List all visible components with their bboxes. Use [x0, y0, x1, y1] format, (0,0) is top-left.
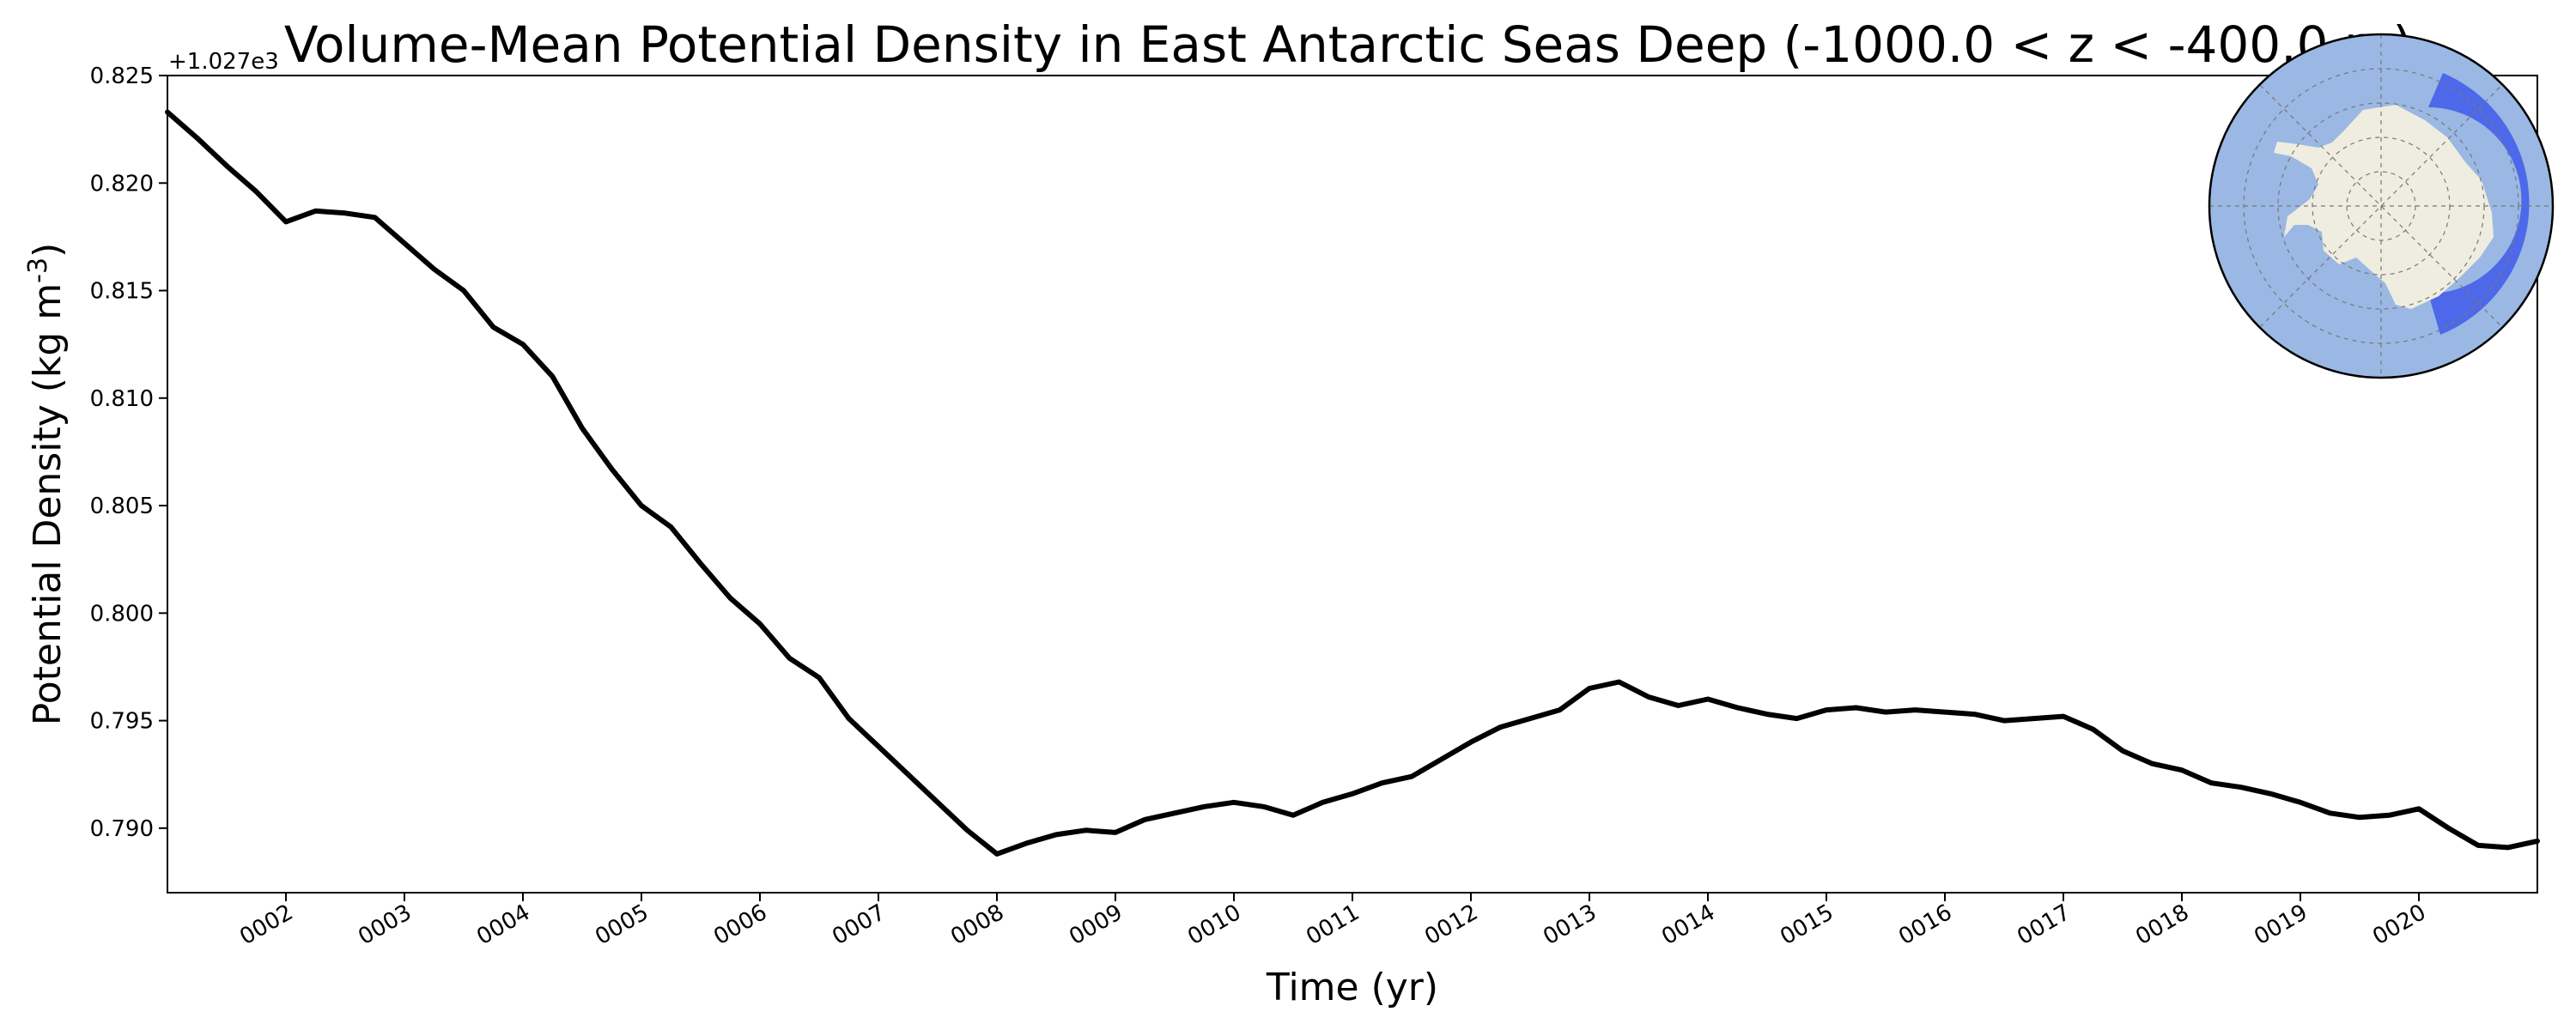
x-tick-label: 0007	[828, 900, 890, 950]
x-tick-label: 0009	[1065, 900, 1127, 950]
x-tick-label: 0017	[2013, 900, 2075, 950]
x-tick-label: 0008	[946, 900, 1008, 950]
y-tick-label: 0.820	[90, 171, 154, 197]
x-tick-label: 0010	[1183, 900, 1245, 950]
y-tick-label: 0.790	[90, 816, 154, 842]
x-tick-label: 0019	[2250, 900, 2312, 950]
x-axis-label: Time (yr)	[1266, 966, 1438, 1009]
x-tick-label: 0005	[591, 900, 653, 950]
x-tick-label: 0020	[2368, 900, 2430, 950]
x-tick-label: 0014	[1657, 900, 1719, 950]
y-axis-label-tail: )	[26, 243, 70, 258]
map-highlighted-region	[2428, 73, 2530, 335]
y-axis-label-superscript: -3	[23, 258, 53, 283]
map-border	[2208, 33, 2555, 379]
x-tick-label: 0015	[1776, 900, 1838, 950]
y-tick-label: 0.810	[90, 386, 154, 412]
y-tick-label: 0.805	[90, 494, 154, 519]
x-tick-label: 0018	[2131, 900, 2193, 950]
x-axis-ticks: 0002 0003 0004 0005 0006 0007 0008 0009 0010 0011…	[235, 893, 2431, 950]
x-tick-label: 0016	[1894, 900, 1956, 950]
x-tick-label: 0004	[472, 900, 534, 950]
antarctica-region-map	[2208, 33, 2555, 379]
series-line-0	[165, 109, 2540, 857]
y-tick-label: 0.825	[90, 64, 154, 89]
map-antarctica-land	[2274, 105, 2494, 309]
y-axis-ticks: 0.790 0.795 0.800 0.805 0.810 0.815 0.820 0.825	[90, 64, 167, 842]
x-tick-label: 0012	[1420, 900, 1482, 950]
y-axis-label-main: Potential Density (kg m	[26, 283, 70, 725]
y-tick-label: 0.815	[90, 279, 154, 305]
map-graticule	[2209, 34, 2553, 378]
chart-title: Volume-Mean Potential Density in East An…	[284, 15, 2412, 74]
y-axis-offset-label: +1.027e3	[168, 49, 279, 75]
x-tick-label: 0011	[1302, 900, 1364, 950]
x-tick-label: 0006	[709, 900, 771, 950]
x-tick-label: 0002	[235, 900, 297, 950]
y-tick-label: 0.795	[90, 709, 154, 735]
x-tick-label: 0003	[354, 900, 416, 950]
plot-area	[165, 109, 2540, 857]
y-axis-label: Potential Density (kg m-3)	[23, 243, 70, 726]
y-tick-label: 0.800	[90, 601, 154, 627]
x-tick-label: 0013	[1539, 900, 1601, 950]
